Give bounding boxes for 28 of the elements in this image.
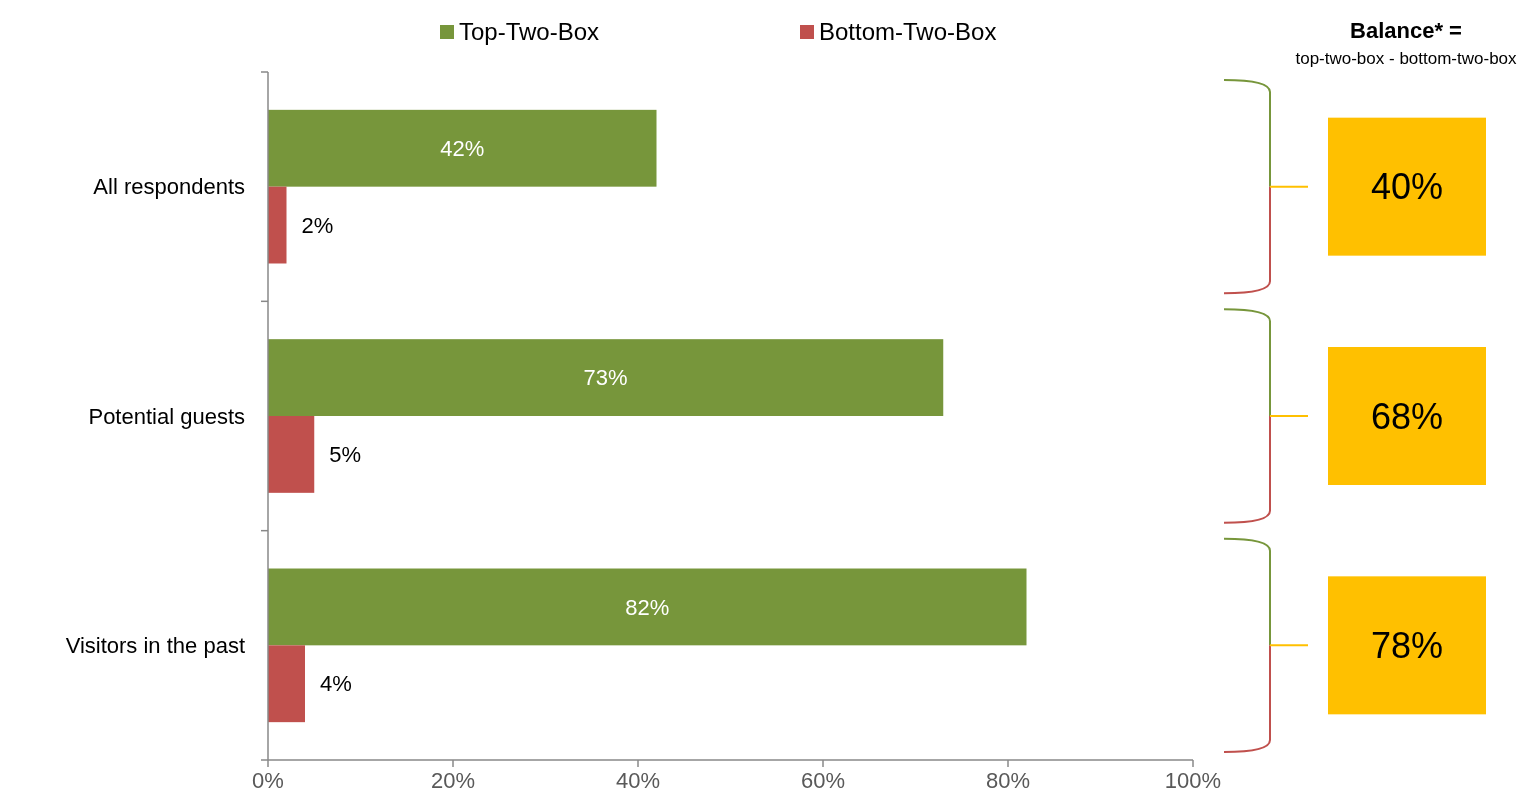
data-label: 82% [625,594,670,620]
x-tick-label: 100% [1164,767,1222,793]
text: 40% [1370,166,1444,208]
bar [268,186,287,264]
x-tick-label: 0% [252,767,284,793]
legend-label: Bottom-Two-Box [819,18,997,46]
bar [268,339,944,416]
text: Balance* = [1350,17,1462,43]
text: top-two-box - bottom-two-box [1295,48,1518,68]
bar [268,416,315,493]
text: 78% [1370,624,1444,666]
y-tick-label: All respondents [93,174,245,200]
x-tick-label: 20% [430,767,476,793]
x-tick-label: 60% [800,767,846,793]
y-tick-label: Potential guests [88,403,245,429]
data-label: 73% [583,365,628,391]
x-tick-label: 80% [985,767,1031,793]
x-tick-label: 40% [615,767,661,793]
data-label: 5% [329,442,362,468]
text: 68% [1370,395,1444,437]
data-label: 4% [320,671,352,697]
legend-label: Top-Two-Box [459,18,600,46]
data-label: 42% [440,135,485,161]
data-label: 2% [301,212,334,238]
y-tick-label: Visitors in the past [65,633,245,659]
bar [268,645,305,723]
bar [268,568,1027,646]
bar [268,109,657,187]
